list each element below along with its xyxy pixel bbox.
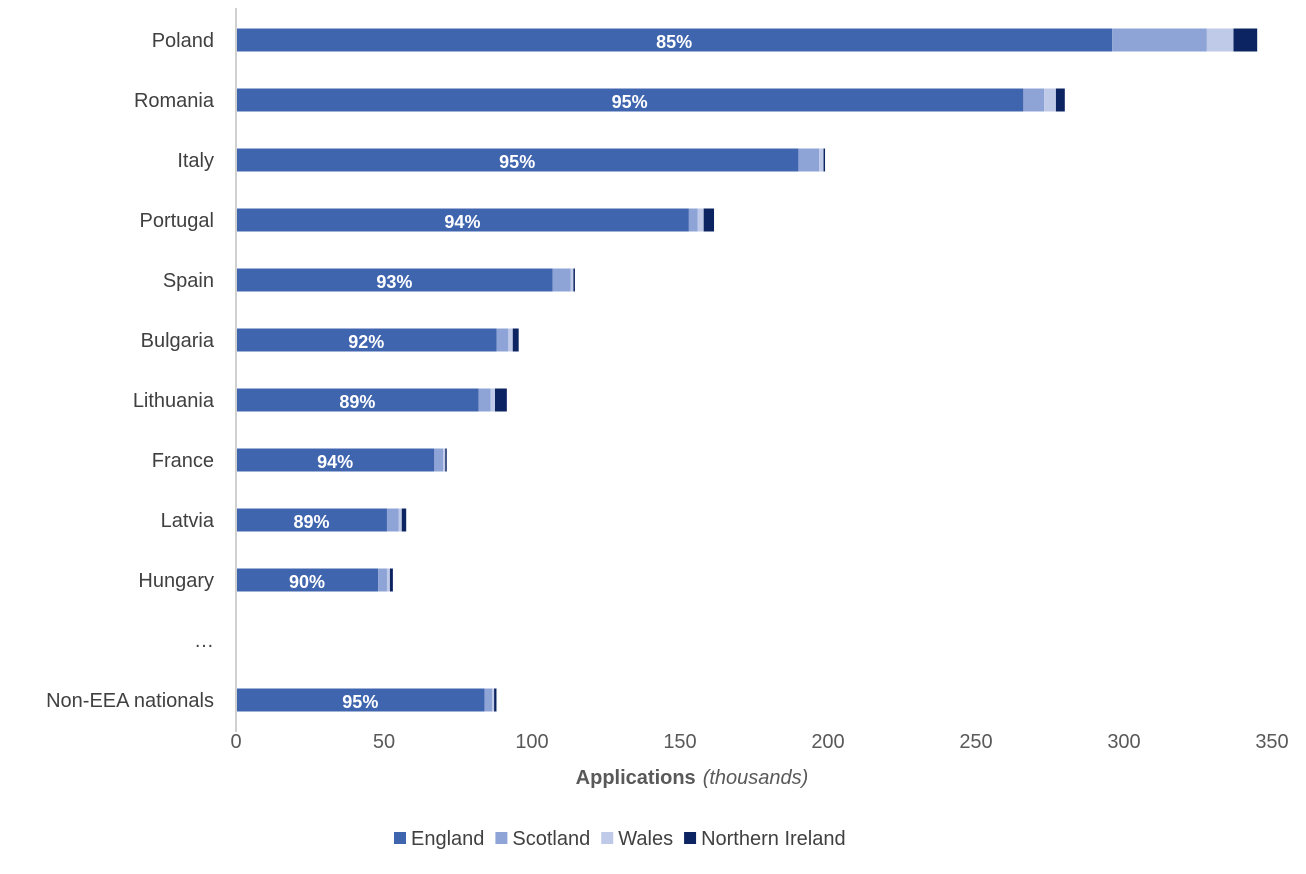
data-label-non-eea-nationals: 95% [342,692,378,712]
bar-northern-ireland-france [445,448,447,472]
data-label-poland: 85% [656,32,692,52]
x-tick-label-350: 350 [1255,731,1288,753]
x-tick-label-100: 100 [515,731,548,753]
data-label-bulgaria: 92% [348,332,384,352]
x-tick-label-150: 150 [663,731,696,753]
legend-swatch-scotland [495,832,508,844]
bar-england-lithuania [236,388,479,412]
legend-label-northern-ireland: Northern Ireland [701,828,846,850]
data-label-latvia: 89% [293,512,329,532]
bar-scotland-portugal [688,208,698,232]
data-label-france: 94% [317,452,353,472]
bar-england-poland [236,28,1113,52]
category-labels-group: Poland Romania Italy Portugal Spain Bulgaria L… [46,30,215,712]
bar-wales-romania [1044,88,1056,112]
bar-northern-ireland-poland [1233,28,1258,52]
bar-england-italy [236,148,799,172]
bar-scotland-romania [1023,88,1045,112]
x-tick-labels-group: 0 50 100 150 200 250 300 350 [230,731,1288,753]
bar-wales-lithuania [490,388,495,412]
category-label-spain: Spain [163,270,214,292]
category-label-hungary: Hungary [138,570,214,592]
category-label-latvia: Latvia [161,510,215,532]
x-tick-label-200: 200 [811,731,844,753]
legend-swatch-england [394,832,406,844]
category-label-poland: Poland [152,30,214,52]
legend-label-england: England [411,828,484,850]
bar-wales-italy [819,148,824,172]
bar-wales-poland [1206,28,1234,52]
x-tick-label-300: 300 [1107,731,1140,753]
bar-northern-ireland-hungary [389,568,393,592]
x-tick-label-50: 50 [373,731,395,753]
category-label-bulgaria: Bulgaria [141,330,215,352]
bar-england-bulgaria [236,328,497,352]
percent-labels-group: 85% 95% 95% 94% 93% 92% 89% 94% 89% 90% 95% [289,32,692,712]
x-axis-title-main: Applications [576,767,696,789]
bar-scotland-non-eea-nationals [484,688,493,712]
bars-group [236,28,1258,712]
bar-scotland-france [434,448,444,472]
legend: England Scotland Wales Northern Ireland [394,828,846,850]
bar-wales-portugal [697,208,704,232]
x-axis-title-unit: (thousands) [703,767,809,789]
bar-northern-ireland-bulgaria [512,328,519,352]
legend-swatch-northern-ireland [684,832,697,844]
bar-scotland-bulgaria [496,328,509,352]
category-label-lithuania: Lithuania [133,390,215,412]
bar-scotland-lithuania [478,388,491,412]
x-axis-title: Applications (thousands) [576,767,809,789]
bar-wales-latvia [398,508,402,532]
bar-northern-ireland-romania [1055,88,1065,112]
data-label-spain: 93% [376,272,412,292]
bar-wales-non-eea-nationals [492,688,495,712]
bar-england-france [236,448,435,472]
x-tick-label-0: 0 [230,731,241,753]
category-label-italy: Italy [177,150,214,172]
bar-northern-ireland-italy [823,148,826,172]
category-label-romania: Romania [134,90,215,112]
bar-england-spain [236,268,553,292]
category-label-non-eea-nationals: Non-EEA nationals [46,690,214,712]
bar-northern-ireland-spain [573,268,575,292]
x-tick-label-250: 250 [959,731,992,753]
data-label-romania: 95% [612,92,648,112]
category-label-france: France [152,450,214,472]
bar-wales-spain [570,268,574,292]
bar-scotland-italy [798,148,820,172]
bar-wales-bulgaria [508,328,513,352]
category-label-ellipsis: … [194,630,214,652]
bar-england-non-eea-nationals [236,688,485,712]
legend-label-scotland: Scotland [512,828,590,850]
bar-scotland-hungary [378,568,387,592]
bar-england-romania [236,88,1024,112]
bar-england-latvia [236,508,387,532]
bar-scotland-spain [552,268,571,292]
bar-wales-france [443,448,446,472]
bar-england-portugal [236,208,689,232]
bar-northern-ireland-latvia [401,508,407,532]
data-label-lithuania: 89% [339,392,375,412]
bar-northern-ireland-lithuania [495,388,507,412]
bar-wales-hungary [386,568,390,592]
bar-northern-ireland-non-eea-nationals [494,688,497,712]
data-label-portugal: 94% [444,212,480,232]
data-label-hungary: 90% [289,572,325,592]
bar-england-hungary [236,568,379,592]
bar-northern-ireland-portugal [703,208,715,232]
bar-scotland-latvia [386,508,399,532]
data-label-italy: 95% [499,152,535,172]
legend-swatch-wales [601,832,614,844]
bar-scotland-poland [1112,28,1207,52]
legend-label-wales: Wales [618,828,673,850]
category-label-portugal: Portugal [140,210,215,232]
